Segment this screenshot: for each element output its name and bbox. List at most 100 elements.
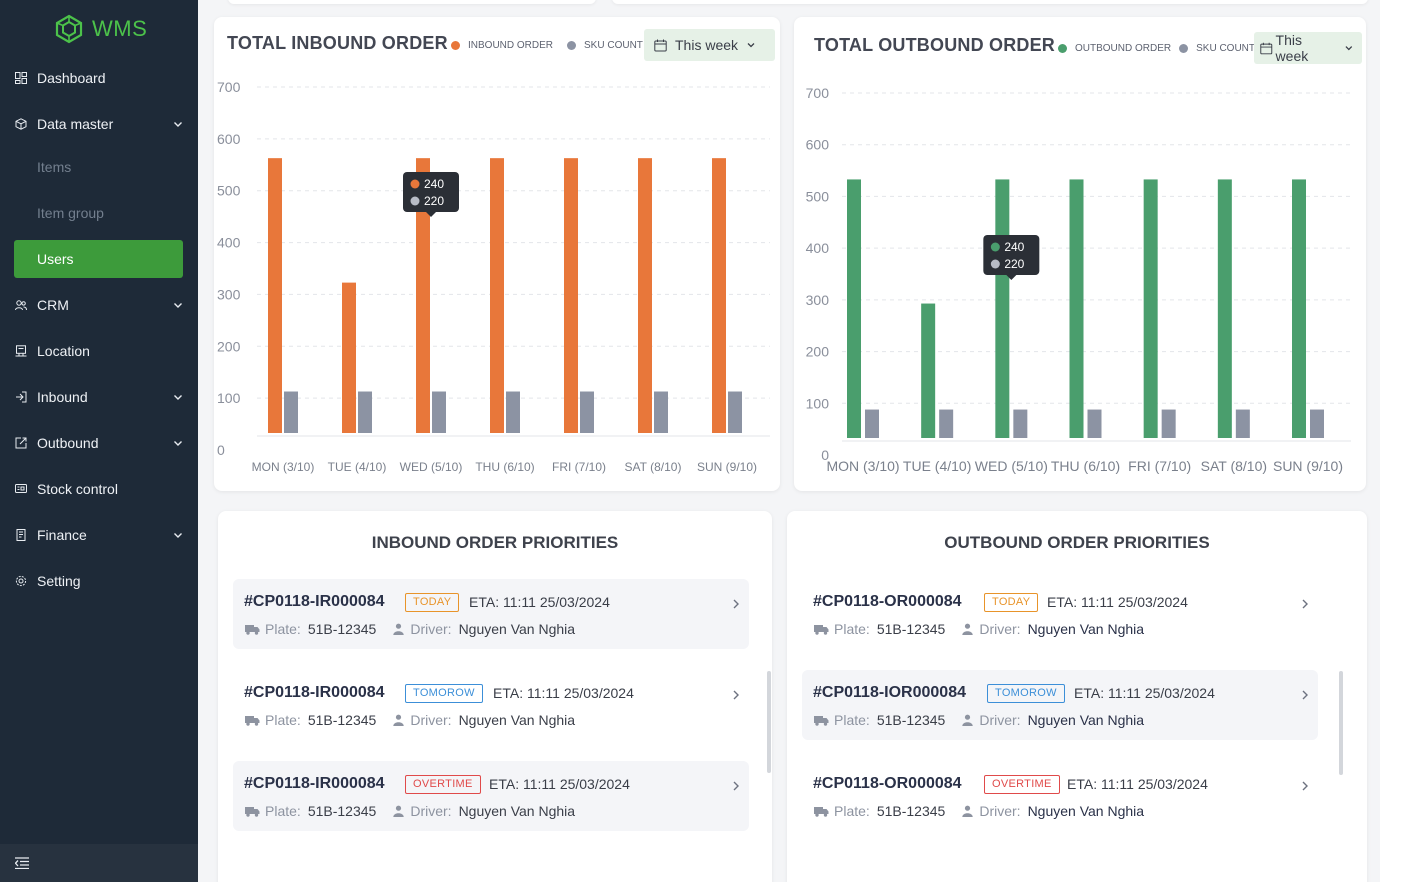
- chart-title: TOTAL OUTBOUND ORDER: [814, 35, 1055, 55]
- sidebar-item-finance[interactable]: Finance: [0, 517, 198, 553]
- sidebar-item-label: Item group: [37, 205, 104, 221]
- chevron-right-icon[interactable]: [1300, 597, 1310, 611]
- bar-inbound-order: [564, 158, 578, 433]
- sidebar-item-dashboard[interactable]: Dashboard: [0, 60, 198, 96]
- priority-row[interactable]: #CP0118-OR000084 OVERTIME ETA: 11:11 25/…: [802, 761, 1318, 831]
- section-title: OUTBOUND ORDER PRIORITIES: [944, 533, 1210, 552]
- chevron-down-icon: [1345, 46, 1353, 51]
- chevron-down-icon: [174, 533, 182, 538]
- chevron-right-icon[interactable]: [1300, 779, 1310, 793]
- inbound-priorities-card: INBOUND ORDER PRIORITIES #CP0118-IR00008…: [218, 511, 772, 882]
- sidebar-item-label: Location: [37, 343, 90, 359]
- period-label: This week: [675, 37, 739, 53]
- priority-row[interactable]: #CP0118-IR000084 TOMOROW ETA: 11:11 25/0…: [233, 670, 749, 740]
- priority-row[interactable]: #CP0118-IOR000084 TOMOROW ETA: 11:11 25/…: [802, 670, 1318, 740]
- driver-value: Nguyen Van Nghia: [1027, 621, 1145, 637]
- status-badge: TODAY: [405, 593, 460, 612]
- chevron-right-icon[interactable]: [731, 597, 741, 611]
- scrollbar-thumb[interactable]: [1339, 671, 1343, 775]
- driver-value: Nguyen Van Nghia: [1027, 803, 1145, 819]
- eta-text: ETA: 11:11 25/03/2024: [469, 594, 610, 610]
- chevron-right-icon[interactable]: [1300, 688, 1310, 702]
- outbound-chart-card: TOTAL OUTBOUND ORDER OUTBOUND ORDER SKU …: [794, 17, 1366, 491]
- chevron-down-icon: [174, 441, 182, 446]
- priority-row[interactable]: #CP0118-IR000084 TODAY ETA: 11:11 25/03/…: [233, 579, 749, 649]
- x-tick-label: THU (6/10): [475, 460, 534, 474]
- bar-sku-count: [865, 409, 879, 438]
- sidebar-item-items[interactable]: Items: [0, 149, 198, 185]
- sidebar-item-location[interactable]: Location: [0, 333, 198, 369]
- sidebar-item-label: Setting: [37, 573, 81, 589]
- legend-item-secondary[interactable]: SKU COUNT: [1179, 43, 1255, 54]
- bar-sku-count: [506, 391, 520, 433]
- cube-icon: [15, 118, 27, 130]
- chart-legend: OUTBOUND ORDER SKU COUNT: [1058, 43, 1269, 54]
- legend-item-primary[interactable]: OUTBOUND ORDER: [1058, 43, 1171, 54]
- plate-value: 51B-12345: [307, 621, 377, 637]
- bar-inbound-order: [342, 282, 356, 433]
- period-dropdown[interactable]: This week: [1254, 32, 1362, 64]
- tooltip-value: 240: [1004, 240, 1024, 254]
- inbound-icon: [16, 391, 27, 403]
- driver-value: Nguyen Van Nghia: [1027, 712, 1145, 728]
- legend-item-secondary[interactable]: SKU COUNT: [567, 40, 643, 51]
- sidebar-item-crm[interactable]: CRM: [0, 287, 198, 323]
- sidebar-item-label: Outbound: [37, 435, 99, 451]
- y-tick-label: 300: [806, 292, 830, 308]
- row-meta: Plate: 51B-12345 Driver: Nguyen Van Nghi…: [814, 803, 1144, 819]
- legend-dot: [567, 41, 577, 50]
- order-id: #CP0118-IR000084: [244, 775, 385, 792]
- y-tick-label: 200: [217, 338, 241, 354]
- period-dropdown[interactable]: This week: [644, 29, 775, 61]
- tooltip-value: 240: [424, 177, 444, 191]
- plate-value: 51B-12345: [307, 803, 377, 819]
- active-nav-highlight: [14, 240, 183, 278]
- x-tick-label: SUN (9/10): [1273, 458, 1343, 474]
- bar-outbound-order: [1069, 179, 1084, 438]
- row-meta: Plate: 51B-12345 Driver: Nguyen Van Nghi…: [245, 621, 575, 637]
- x-tick-label: SAT (8/10): [625, 460, 682, 474]
- chevron-right-icon[interactable]: [731, 779, 741, 793]
- chevron-right-icon[interactable]: [731, 688, 741, 702]
- priority-row[interactable]: #CP0118-OR000084 TODAY ETA: 11:11 25/03/…: [802, 579, 1318, 649]
- truck-icon: [814, 715, 829, 726]
- tooltip-value: 220: [1004, 257, 1024, 271]
- status-badge: OVERTIME: [984, 775, 1060, 794]
- x-tick-label: MON (3/10): [826, 458, 899, 474]
- collapse-menu-icon[interactable]: [15, 857, 29, 869]
- plate-value: 51B-12345: [876, 712, 946, 728]
- sidebar-item-outbound[interactable]: Outbound: [0, 425, 198, 461]
- x-tick-label: WED (5/10): [400, 460, 463, 474]
- chevron-down-icon: [174, 122, 182, 127]
- truck-icon: [814, 624, 829, 635]
- calendar-icon: [654, 39, 667, 51]
- sidebar-item-setting[interactable]: Setting: [0, 563, 198, 599]
- x-tick-label: FRI (7/10): [1128, 458, 1191, 474]
- y-tick-label: 600: [217, 131, 241, 147]
- scrollbar-thumb[interactable]: [767, 671, 771, 773]
- sidebar-item-item-group[interactable]: Item group: [0, 195, 198, 231]
- plate-label: Plate:: [834, 712, 870, 728]
- user-icon: [962, 805, 974, 817]
- bar-outbound-order: [1217, 179, 1232, 438]
- partial-card: [228, 0, 596, 4]
- bar-sku-count: [1087, 409, 1102, 438]
- legend-label: INBOUND ORDER: [468, 40, 554, 51]
- sidebar-item-data-master[interactable]: Data master: [0, 106, 198, 142]
- x-tick-label: FRI (7/10): [552, 460, 606, 474]
- tooltip-arrow: [1006, 275, 1017, 280]
- sidebar-item-inbound[interactable]: Inbound: [0, 379, 198, 415]
- row-meta: Plate: 51B-12345 Driver: Nguyen Van Nghi…: [814, 712, 1144, 728]
- y-tick-label: 400: [806, 240, 830, 256]
- outbound-icon: [15, 437, 27, 449]
- bar-sku-count: [284, 391, 298, 433]
- sidebar-item-users[interactable]: Users: [0, 241, 198, 277]
- calendar-icon: [1260, 42, 1273, 54]
- sidebar-item-stock-control[interactable]: Stock control: [0, 471, 198, 507]
- logo[interactable]: WMS: [54, 14, 147, 44]
- priority-row[interactable]: #CP0118-IR000084 OVERTIME ETA: 11:11 25/…: [233, 761, 749, 831]
- stock-icon: [15, 484, 27, 493]
- sidebar-item-label: Stock control: [37, 481, 118, 497]
- legend-item-primary[interactable]: INBOUND ORDER: [451, 40, 553, 51]
- bar-outbound-order: [1292, 179, 1306, 438]
